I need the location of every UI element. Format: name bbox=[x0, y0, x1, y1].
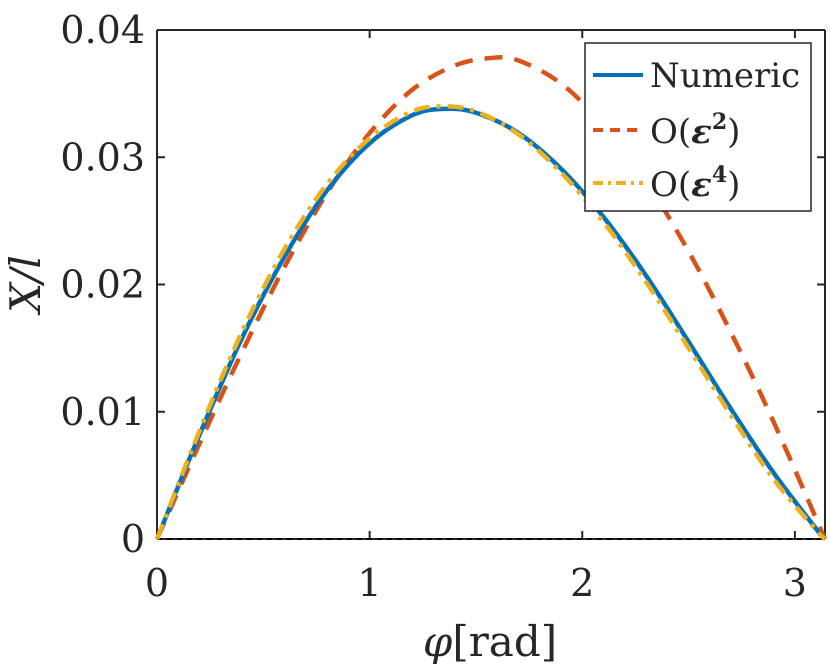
y-tick-label: 0.02 bbox=[60, 263, 145, 307]
x-ticks: 0 1 2 3 bbox=[145, 30, 807, 605]
legend-entry-o4: O(ε4) bbox=[593, 162, 740, 205]
legend-label-o2: O(ε2) bbox=[650, 109, 740, 152]
legend-entry-o2: O(ε2) bbox=[593, 109, 740, 152]
x-tick-label: 2 bbox=[570, 561, 594, 605]
x-axis-label-symbol: φ bbox=[423, 617, 453, 664]
y-tick-label: 0.04 bbox=[60, 8, 145, 52]
x-tick-label: 1 bbox=[358, 561, 382, 605]
y-ticks: 0 0.01 0.02 0.03 0.04 bbox=[60, 8, 825, 561]
series-line-o2 bbox=[154, 55, 828, 540]
legend-entry-numeric: Numeric bbox=[593, 56, 800, 96]
y-tick-label: 0.03 bbox=[60, 135, 145, 179]
y-tick-label: 0.01 bbox=[60, 390, 145, 434]
x-tick-label: 0 bbox=[145, 561, 169, 605]
x-axis-label-unit: [rad] bbox=[452, 617, 557, 664]
x-axis-label: φ[rad] bbox=[423, 617, 557, 664]
legend-label-o4: O(ε4) bbox=[650, 162, 740, 205]
series-layer bbox=[154, 55, 828, 541]
legend: Numeric O(ε2) O(ε4) bbox=[584, 42, 812, 212]
series-line-o4 bbox=[154, 104, 827, 541]
x-tick-label: 3 bbox=[783, 561, 807, 605]
legend-label-numeric: Numeric bbox=[650, 56, 800, 96]
y-tick-label: 0 bbox=[121, 517, 145, 561]
y-axis-label: X/l bbox=[1, 255, 50, 315]
